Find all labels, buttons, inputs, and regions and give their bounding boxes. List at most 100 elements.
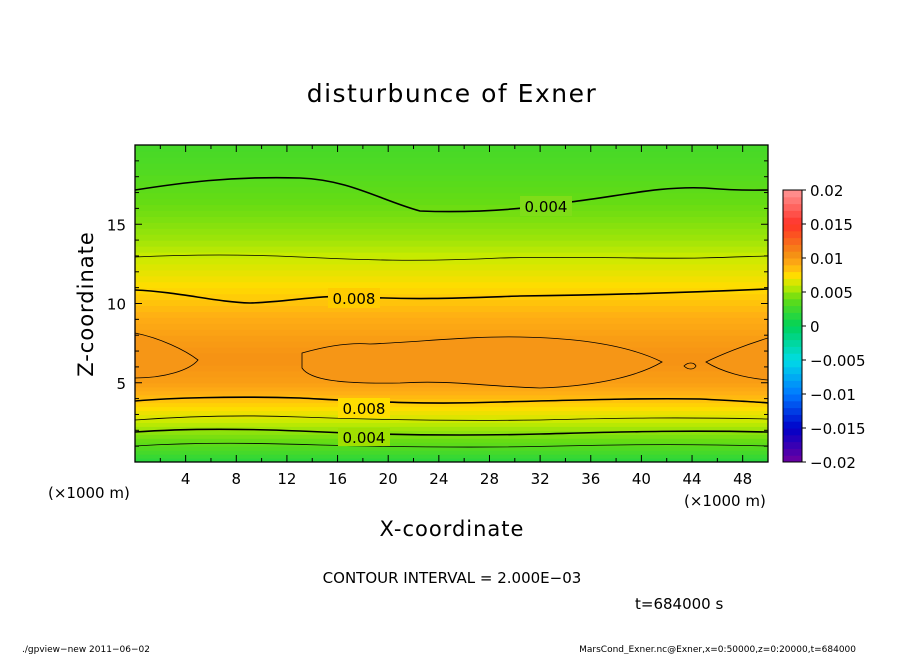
footer-right: MarsCond_Exner.nc@Exner,x=0:50000,z=0:20… (579, 645, 856, 654)
chart-title: disturbunce of Exner (307, 79, 598, 108)
colorbar-tick-label: −0.01 (810, 386, 856, 404)
contour-label-bg (328, 288, 380, 308)
colorbar-segment (783, 237, 802, 245)
heat-band (135, 418, 768, 423)
x-tick-label: 48 (733, 470, 752, 488)
x-tick-label: 8 (232, 470, 242, 488)
colorbar-segment (783, 353, 802, 361)
heat-band (135, 263, 768, 271)
heat-band (135, 323, 768, 330)
colorbar: −0.02 −0.015 −0.01 −0.005 0 0.005 0.01 0.015 0.0… (783, 182, 866, 472)
heat-band (135, 305, 768, 313)
contour-line-core-right (705, 337, 768, 381)
heat-band (135, 446, 768, 451)
colorbar-segment (783, 196, 802, 205)
colorbar-segment (783, 380, 802, 388)
colorbar-segment (783, 407, 802, 415)
contour-line-lower-0.004 (135, 428, 768, 436)
colorbar-tick-label: 0.015 (810, 216, 853, 234)
heat-band (135, 430, 768, 435)
colorbar-tick-label: −0.005 (810, 352, 866, 370)
heat-band (135, 269, 768, 277)
x-tick-label: 20 (379, 470, 398, 488)
colorbar-segment (783, 414, 802, 422)
heat-band (135, 422, 768, 427)
time-label: t=684000 s (635, 595, 723, 613)
heat-band (135, 410, 768, 416)
y-tick-label: 15 (107, 216, 126, 234)
colorbar-segment (783, 346, 802, 354)
colorbar-segment (783, 319, 802, 327)
contour-line-upper-0.008 (135, 288, 768, 304)
heat-band (135, 454, 768, 459)
contour-label-0.008-lower: 0.008 (343, 400, 386, 418)
contour-fill-bands (135, 145, 768, 462)
colorbar-segment (783, 292, 802, 300)
colorbar-segment (783, 455, 802, 463)
colorbar-frame (782, 189, 803, 463)
heat-band (135, 168, 768, 176)
heat-band (135, 317, 768, 324)
heat-band (135, 162, 768, 170)
heat-band (135, 234, 768, 241)
heat-core (302, 336, 662, 388)
heat-band (135, 406, 768, 412)
contour-label-bg (338, 398, 390, 418)
colorbar-segment (783, 326, 802, 334)
heat-band (135, 450, 768, 455)
contour-line-lower-0.002 (135, 442, 768, 448)
colorbar-segment (783, 278, 802, 286)
heat-band (135, 216, 768, 223)
heat-band (135, 228, 768, 235)
heat-band (135, 414, 768, 420)
heat-band (135, 335, 768, 342)
x-tick-label: 12 (277, 470, 296, 488)
colorbar-segment (783, 251, 802, 259)
colorbar-tick-label: −0.02 (810, 454, 856, 472)
x-tick-label: 28 (480, 470, 499, 488)
colorbar-segment (783, 421, 802, 429)
heat-band (135, 434, 768, 439)
heat-band (135, 293, 768, 301)
heat-band (135, 281, 768, 289)
colorbar-segment (783, 448, 802, 456)
heat-band (135, 150, 768, 158)
heat-band (135, 275, 768, 283)
heat-band (135, 210, 768, 217)
contour-line-core-center (301, 336, 663, 389)
heat-band (135, 329, 768, 336)
heat-band (135, 458, 768, 462)
colorbar-segment (783, 305, 802, 313)
colorbar-segment (783, 312, 802, 320)
x-tick-label: 4 (181, 470, 191, 488)
x-axis: 4 8 12 16 20 24 28 32 36 40 44 48 (159, 145, 769, 488)
contour-line-upper-0.006 (135, 254, 768, 261)
colorbar-segment (783, 373, 802, 381)
x-tick-label: 36 (581, 470, 600, 488)
x-unit-left: (×1000 m) (48, 484, 130, 502)
heat-band (135, 246, 768, 253)
y-tick-label: 10 (107, 296, 126, 314)
footer-left: ./gpview−new 2011−06−02 (22, 645, 150, 654)
contour-interval-text: CONTOUR INTERVAL = 2.000E−03 (323, 569, 582, 587)
colorbar-segment (783, 434, 802, 443)
heat-band (135, 426, 768, 431)
x-tick-label: 24 (429, 470, 448, 488)
colorbar-tick-label: 0.005 (810, 284, 853, 302)
colorbar-segment (783, 244, 802, 252)
heat-band (135, 257, 768, 265)
heat-band (135, 382, 768, 388)
colorbar-segment (783, 394, 802, 402)
colorbar-segment (783, 190, 802, 198)
heat-band (135, 394, 768, 400)
colorbar-segment (783, 258, 802, 266)
heat-band (135, 198, 768, 206)
heat-band (135, 180, 768, 188)
colorbar-segment (783, 332, 802, 341)
colorbar-tick-label: 0 (810, 318, 820, 336)
heat-band (135, 398, 768, 404)
heat-band (135, 204, 768, 211)
y-axis-label: Z-coordinate (74, 231, 98, 377)
contour-line-upper-0.004 (135, 176, 768, 213)
